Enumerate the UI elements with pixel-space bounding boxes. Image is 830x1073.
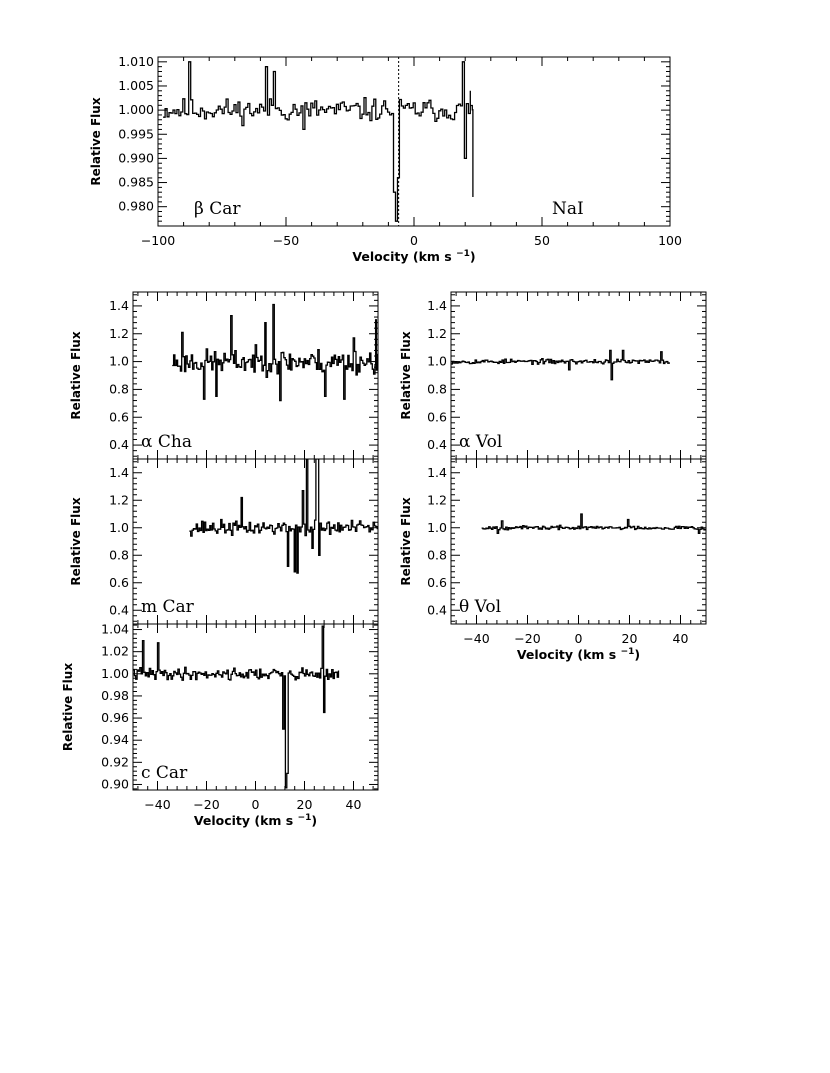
alpha-cha-y-tick-label: 0.4: [109, 437, 129, 452]
alpha-vol-spectrum-line: [451, 349, 670, 381]
alpha-vol-y-axis-title: Relative Flux: [399, 331, 413, 419]
theta-vol-x-tick-label: 20: [622, 631, 638, 646]
c-car-y-tick-label: 0.96: [101, 710, 129, 725]
m-car-y-tick-label: 1.0: [109, 520, 129, 535]
beta-car-spectrum-line: [163, 61, 474, 222]
alpha-vol-y-tick-label: 1.4: [427, 298, 447, 313]
c-car-y-tick-label: 1.00: [101, 666, 129, 681]
c-car-y-tick-label: 0.94: [101, 732, 129, 747]
theta-vol-y-tick-label: 0.4: [427, 602, 447, 617]
m-car-y-tick-label: 1.2: [109, 492, 129, 507]
beta-car-x-tick-label: 50: [534, 233, 550, 248]
alpha-vol-y-tick-label: 1.2: [427, 326, 447, 341]
alpha-cha-star-label: α Cha: [141, 432, 192, 452]
m-car-spectrum-line: [189, 459, 378, 574]
beta-car-ion-label: NaI: [552, 199, 584, 219]
c-car-x-tick-label: −40: [144, 797, 170, 812]
c-car-y-tick-label: 0.92: [101, 754, 129, 769]
m-car-y-tick-label: 0.6: [109, 575, 129, 590]
alpha-cha-y-tick-label: 1.0: [109, 354, 129, 369]
m-car-y-tick-label: 1.4: [109, 465, 129, 480]
alpha-cha-y-axis-title: Relative Flux: [69, 331, 83, 419]
alpha-cha-spectrum-line: [172, 303, 378, 402]
theta-vol-x-axis-title: Velocity (km s −1): [517, 647, 640, 662]
theta-vol-y-tick-label: 0.8: [427, 547, 447, 562]
beta-car-y-tick-label: 1.010: [118, 54, 154, 69]
beta-car-y-tick-label: 1.000: [118, 102, 154, 117]
c-car-star-label: c Car: [141, 763, 188, 783]
theta-vol-x-tick-label: −40: [463, 631, 489, 646]
m-car-panel: 0.4 0.6 0.8 1.0 1.2 1.4 Relative Flux m Car: [69, 458, 379, 625]
m-car-y-tick-label: 0.4: [109, 602, 129, 617]
c-car-y-tick-label: 0.90: [101, 776, 129, 791]
theta-vol-star-label: θ Vol: [459, 597, 501, 617]
m-car-star-label: m Car: [141, 597, 195, 617]
theta-vol-x-tick-label: 0: [575, 631, 583, 646]
alpha-cha-y-tick-label: 1.4: [109, 298, 129, 313]
theta-vol-y-tick-label: 1.0: [427, 520, 447, 535]
beta-car-x-axis-title: Velocity (km s −1): [352, 249, 475, 264]
theta-vol-y-tick-label: 1.2: [427, 492, 447, 507]
c-car-y-tick-label: 0.98: [101, 688, 129, 703]
c-car-x-axis-title: Velocity (km s −1): [194, 813, 317, 828]
c-car-x-tick-label: 40: [346, 797, 362, 812]
theta-vol-y-axis-title: Relative Flux: [399, 497, 413, 585]
alpha-cha-y-tick-label: 0.6: [109, 409, 129, 424]
beta-car-y-tick-label: 0.995: [118, 126, 154, 141]
alpha-vol-star-label: α Vol: [459, 432, 502, 452]
theta-vol-y-tick-label: 0.6: [427, 575, 447, 590]
alpha-vol-panel: 0.4 0.6 0.8 1.0 1.2 1.4 Relative Flux α Vol: [399, 291, 707, 460]
beta-car-x-tick-label: −100: [141, 233, 175, 248]
c-car-y-tick-label: 1.04: [101, 622, 129, 637]
alpha-cha-panel: 0.4 0.6 0.8 1.0 1.2 1.4 Relative Flux α Cha: [69, 291, 379, 460]
beta-car-y-tick-label: 0.985: [118, 175, 154, 190]
c-car-y-axis-title: Relative Flux: [61, 663, 75, 751]
c-car-panel: −40 −20 0 20 40 Velocity (km s −1) 0.90 0.92 0.9…: [61, 622, 379, 828]
alpha-vol-y-tick-label: 1.0: [427, 354, 447, 369]
theta-vol-panel: −40 −20 0 20 40 Velocity (km s −1) 0.4 0.6 0.8 1.…: [399, 458, 707, 662]
alpha-vol-y-tick-label: 0.4: [427, 437, 447, 452]
m-car-y-tick-label: 0.8: [109, 547, 129, 562]
beta-car-x-tick-label: 0: [410, 233, 418, 248]
beta-car-x-tick-label: −50: [273, 233, 299, 248]
beta-car-x-tick-label: 100: [658, 233, 682, 248]
c-car-x-tick-label: 0: [252, 797, 260, 812]
alpha-vol-y-tick-label: 0.8: [427, 381, 447, 396]
theta-vol-y-tick-label: 1.4: [427, 465, 447, 480]
theta-vol-spectrum-line: [481, 513, 706, 534]
beta-car-y-axis-title: Relative Flux: [89, 97, 103, 185]
c-car-x-tick-label: 20: [297, 797, 313, 812]
beta-car-y-tick-label: 0.980: [118, 199, 154, 214]
beta-car-y-tick-label: 0.990: [118, 150, 154, 165]
beta-car-star-label: β Car: [194, 199, 241, 219]
alpha-cha-y-tick-label: 0.8: [109, 381, 129, 396]
beta-car-panel: −100 −50 0 50 100 Velocity (km s −1) 0.980 0.98…: [89, 54, 682, 264]
theta-vol-x-tick-label: 40: [673, 631, 689, 646]
theta-vol-x-tick-label: −20: [514, 631, 540, 646]
c-car-spectrum-line: [133, 625, 340, 789]
beta-car-y-tick-label: 1.005: [118, 78, 154, 93]
c-car-y-tick-label: 1.02: [101, 644, 129, 659]
alpha-vol-y-tick-label: 0.6: [427, 409, 447, 424]
c-car-x-tick-label: −20: [193, 797, 219, 812]
m-car-y-axis-title: Relative Flux: [69, 497, 83, 585]
alpha-cha-y-tick-label: 1.2: [109, 326, 129, 341]
